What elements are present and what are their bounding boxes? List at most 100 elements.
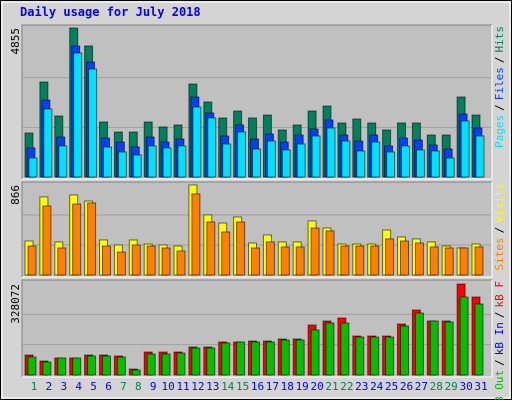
bar — [265, 241, 275, 276]
bar — [87, 202, 97, 276]
x-tick-label: 29 — [445, 380, 458, 393]
legend-entry: Hits — [493, 26, 506, 53]
bar — [355, 245, 365, 276]
bar — [237, 131, 247, 178]
bar — [103, 146, 112, 178]
legend: Sites / Visits — [493, 183, 506, 271]
bar — [251, 247, 260, 276]
bar — [27, 245, 37, 276]
bar — [132, 154, 142, 178]
legend-entry: Sites — [493, 237, 506, 270]
bar — [401, 145, 410, 178]
bar — [414, 312, 424, 376]
chart-title: Daily usage for July 2018 — [20, 5, 201, 19]
bar — [73, 52, 83, 178]
bar — [42, 205, 52, 276]
bar — [370, 336, 380, 376]
bar — [355, 336, 365, 376]
bar — [102, 355, 111, 376]
bar — [429, 246, 439, 276]
bar — [265, 341, 275, 376]
bar — [221, 231, 231, 276]
bar — [58, 145, 68, 178]
bar — [27, 356, 37, 376]
legend-entry: Pages — [493, 115, 506, 148]
legend-separator: / — [493, 227, 506, 234]
bar — [221, 342, 231, 376]
bar — [429, 320, 439, 376]
x-tick-label: 30 — [459, 380, 472, 393]
bar — [252, 148, 261, 178]
x-tick-label: 14 — [221, 380, 235, 393]
bar — [88, 68, 98, 178]
bar — [310, 227, 320, 276]
bar — [207, 117, 217, 178]
x-tick-label: 9 — [150, 380, 157, 393]
bar — [146, 245, 156, 276]
bar — [385, 336, 395, 376]
bar — [459, 296, 469, 376]
x-tick-label: 1 — [31, 380, 38, 393]
bar — [251, 341, 260, 376]
bar — [281, 149, 291, 178]
bar — [386, 151, 396, 178]
bar — [42, 361, 52, 376]
bar — [206, 347, 216, 376]
bar — [146, 353, 156, 376]
bar — [131, 244, 141, 276]
x-tick-label: 8 — [135, 380, 142, 393]
x-tick-label: 4 — [75, 380, 82, 393]
panel-shadow — [21, 181, 492, 277]
panel-highlight — [22, 182, 493, 278]
panel-highlight — [22, 25, 493, 180]
bar — [296, 143, 306, 178]
legend: kB Out / kB In / kB F — [493, 281, 506, 400]
legend-entry: Files — [493, 67, 506, 100]
bar — [102, 245, 111, 276]
x-tick-label: 15 — [236, 380, 249, 393]
x-tick-label: 3 — [60, 380, 67, 393]
x-tick-label: 11 — [176, 380, 189, 393]
x-tick-label: 12 — [191, 380, 204, 393]
bar — [356, 150, 366, 178]
bar — [131, 369, 141, 376]
bar — [191, 347, 201, 376]
bar — [460, 120, 470, 178]
bar — [236, 221, 246, 276]
bar — [280, 339, 290, 376]
x-tick-label: 25 — [385, 380, 398, 393]
x-tick-label: 16 — [251, 380, 264, 393]
bar — [222, 143, 232, 178]
x-tick-label: 7 — [120, 380, 127, 393]
bar — [117, 151, 127, 178]
x-tick-label: 23 — [355, 380, 368, 393]
bar — [176, 352, 186, 376]
bar — [176, 250, 186, 276]
bar — [236, 341, 246, 376]
bar — [474, 246, 484, 276]
bar — [414, 242, 424, 276]
bar — [43, 108, 53, 178]
bar — [192, 106, 202, 178]
legend-separator: / — [493, 57, 506, 64]
bar — [206, 221, 216, 276]
x-tick-label: 20 — [310, 380, 323, 393]
bar — [280, 246, 290, 276]
bar — [57, 357, 67, 376]
legend-separator: / — [493, 104, 506, 111]
x-tick-label: 18 — [281, 380, 294, 393]
x-tick-label: 2 — [46, 380, 53, 393]
bar — [57, 247, 67, 276]
x-tick-label: 24 — [370, 380, 384, 393]
panel-shadow — [21, 279, 492, 377]
bar — [400, 240, 409, 276]
bar — [430, 150, 440, 178]
x-tick-label: 22 — [340, 380, 353, 393]
legend-separator: / — [493, 312, 506, 319]
x-tick-label: 19 — [296, 380, 309, 393]
x-tick-label: 17 — [266, 380, 279, 393]
x-tick-label: 21 — [325, 380, 338, 393]
legend-entry: kB Out — [493, 370, 506, 400]
x-tick-label: 5 — [90, 380, 97, 393]
bar — [475, 135, 485, 178]
